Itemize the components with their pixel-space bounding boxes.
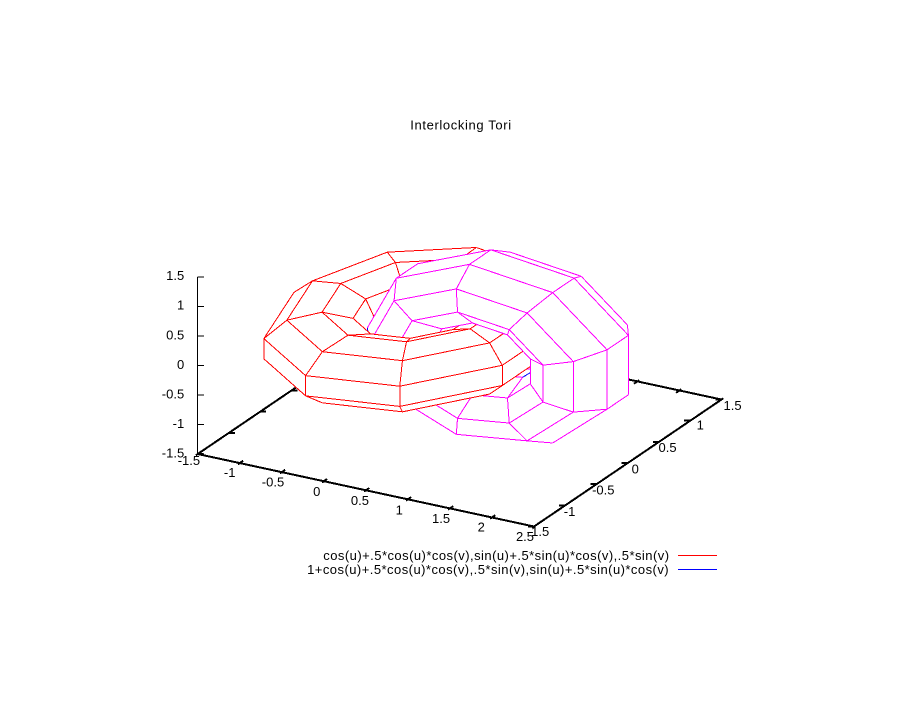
svg-text:0.5: 0.5 bbox=[166, 327, 184, 342]
svg-text:1: 1 bbox=[177, 298, 184, 313]
svg-text:-1: -1 bbox=[173, 416, 185, 431]
svg-text:1: 1 bbox=[396, 503, 403, 518]
svg-text:1.5: 1.5 bbox=[724, 398, 742, 413]
svg-text:-1.5: -1.5 bbox=[178, 453, 200, 468]
svg-text:0.5: 0.5 bbox=[351, 493, 369, 508]
svg-text:1+cos(u)+.5*cos(u)*cos(v),.5*s: 1+cos(u)+.5*cos(u)*cos(v),.5*sin(v),sin(… bbox=[307, 562, 669, 577]
svg-text:-0.5: -0.5 bbox=[162, 386, 184, 401]
svg-text:-1: -1 bbox=[224, 465, 236, 480]
svg-text:-0.5: -0.5 bbox=[592, 483, 614, 498]
svg-text:2.5: 2.5 bbox=[516, 529, 534, 544]
svg-text:2: 2 bbox=[478, 520, 485, 535]
svg-text:-1.5: -1.5 bbox=[162, 445, 184, 460]
svg-text:-0.5: -0.5 bbox=[262, 474, 284, 489]
svg-text:1: 1 bbox=[697, 418, 704, 433]
svg-text:-1: -1 bbox=[564, 504, 576, 519]
svg-text:1.5: 1.5 bbox=[166, 268, 184, 283]
svg-text:cos(u)+.5*cos(u)*cos(v),sin(u): cos(u)+.5*cos(u)*cos(v),sin(u)+.5*sin(u)… bbox=[323, 548, 669, 563]
svg-text:0: 0 bbox=[177, 357, 184, 372]
svg-text:-1.5: -1.5 bbox=[527, 524, 549, 539]
svg-text:Interlocking Tori: Interlocking Tori bbox=[410, 117, 512, 132]
svg-text:1.5: 1.5 bbox=[432, 511, 450, 526]
svg-text:0.5: 0.5 bbox=[659, 440, 677, 455]
svg-text:0: 0 bbox=[632, 461, 639, 476]
svg-text:0: 0 bbox=[313, 484, 320, 499]
